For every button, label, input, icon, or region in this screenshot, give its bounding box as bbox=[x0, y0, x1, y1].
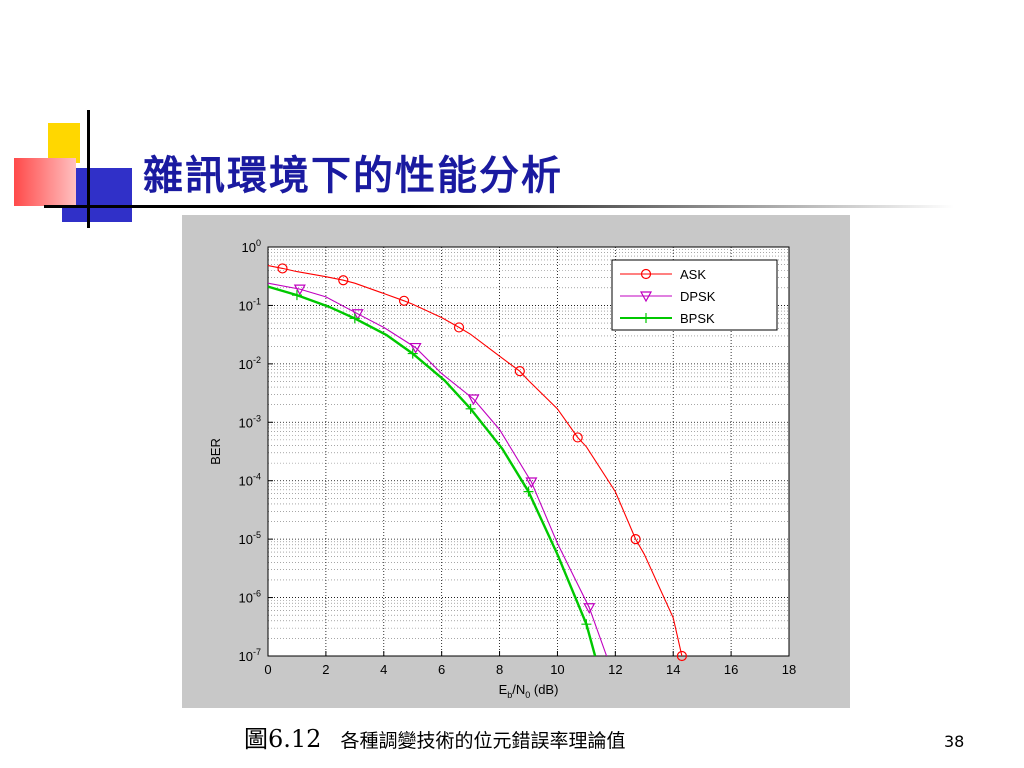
x-tick-label: 14 bbox=[666, 662, 680, 677]
x-tick-label: 4 bbox=[380, 662, 387, 677]
data-point-dpsk bbox=[467, 394, 480, 406]
y-tick-label: 10-7 bbox=[239, 647, 261, 664]
data-point-dpsk bbox=[525, 477, 538, 489]
ber-chart: 0 2 4 6 8 10 12 14 16 18 100 10-1 10-2 10-3 10-4 10-5 10… bbox=[208, 238, 796, 700]
caption-number: 圖6.12 bbox=[244, 725, 322, 753]
data-point-ask bbox=[514, 366, 525, 377]
page-number: 38 bbox=[944, 732, 965, 751]
data-point-ask bbox=[676, 650, 688, 662]
caption-text: 各種調變技術的位元錯誤率理論值 bbox=[340, 730, 626, 752]
plot-frame bbox=[267, 246, 790, 657]
data-point-bpsk bbox=[523, 486, 534, 497]
series-line-ask bbox=[268, 265, 683, 656]
legend-label-ask: ASK bbox=[680, 267, 706, 282]
x-tick-label: 2 bbox=[322, 662, 329, 677]
x-tick-label: 6 bbox=[438, 662, 445, 677]
y-tick-label: 100 bbox=[242, 238, 261, 255]
figure-caption: 圖6.12 各種調變技術的位元錯誤率理論值 bbox=[244, 719, 626, 754]
x-tick-label: 8 bbox=[496, 662, 503, 677]
title-underline bbox=[44, 205, 954, 208]
data-point-ask bbox=[453, 322, 465, 333]
data-point-ask bbox=[572, 432, 583, 443]
data-point-dpsk bbox=[583, 603, 596, 614]
legend-marker-dpsk bbox=[639, 291, 653, 303]
data-point-dpsk bbox=[409, 342, 422, 354]
x-tick-label: 0 bbox=[264, 662, 271, 677]
data-point-ask bbox=[338, 275, 349, 286]
data-point-dpsk bbox=[293, 284, 306, 296]
series-line-bpsk bbox=[268, 285, 597, 656]
y-tick-label: 10-6 bbox=[239, 589, 261, 606]
data-point-bpsk bbox=[465, 403, 476, 414]
data-point-bpsk bbox=[291, 290, 302, 301]
legend-marker-bpsk bbox=[641, 313, 651, 323]
decor-yellow-square bbox=[48, 123, 80, 163]
data-point-ask bbox=[277, 263, 288, 274]
data-point-bpsk bbox=[581, 619, 592, 630]
legend-marker-ask bbox=[640, 268, 652, 280]
data-point-bpsk bbox=[349, 313, 360, 324]
y-tick-label: 10-4 bbox=[239, 472, 261, 489]
decor-vertical-line bbox=[87, 110, 90, 228]
y-tick-label: 10-3 bbox=[239, 413, 261, 430]
y-tick-label: 10-1 bbox=[239, 296, 261, 313]
y-axis-label: BER bbox=[208, 438, 223, 465]
x-tick-label: 10 bbox=[550, 662, 564, 677]
data-point-ask bbox=[630, 534, 641, 545]
decor-red-gradient-bar bbox=[14, 158, 76, 206]
y-tick-label: 10-5 bbox=[239, 530, 261, 547]
legend-label-bpsk: BPSK bbox=[680, 311, 715, 326]
x-axis-label: Eb/N0 (dB) bbox=[499, 682, 559, 700]
x-tick-label: 18 bbox=[782, 662, 796, 677]
x-tick-label: 12 bbox=[608, 662, 622, 677]
legend-label-dpsk: DPSK bbox=[680, 289, 716, 304]
series-line-dpsk bbox=[268, 282, 608, 656]
data-point-bpsk bbox=[407, 348, 418, 359]
figure-panel: 0 2 4 6 8 10 12 14 16 18 100 10-1 10-2 10-3 10-4 10-5 10… bbox=[182, 215, 850, 708]
slide-title: 雜訊環境下的性能分析 bbox=[143, 152, 563, 199]
y-tick-label: 10-2 bbox=[239, 355, 261, 372]
data-point-ask bbox=[398, 295, 410, 306]
x-tick-label: 16 bbox=[724, 662, 738, 677]
